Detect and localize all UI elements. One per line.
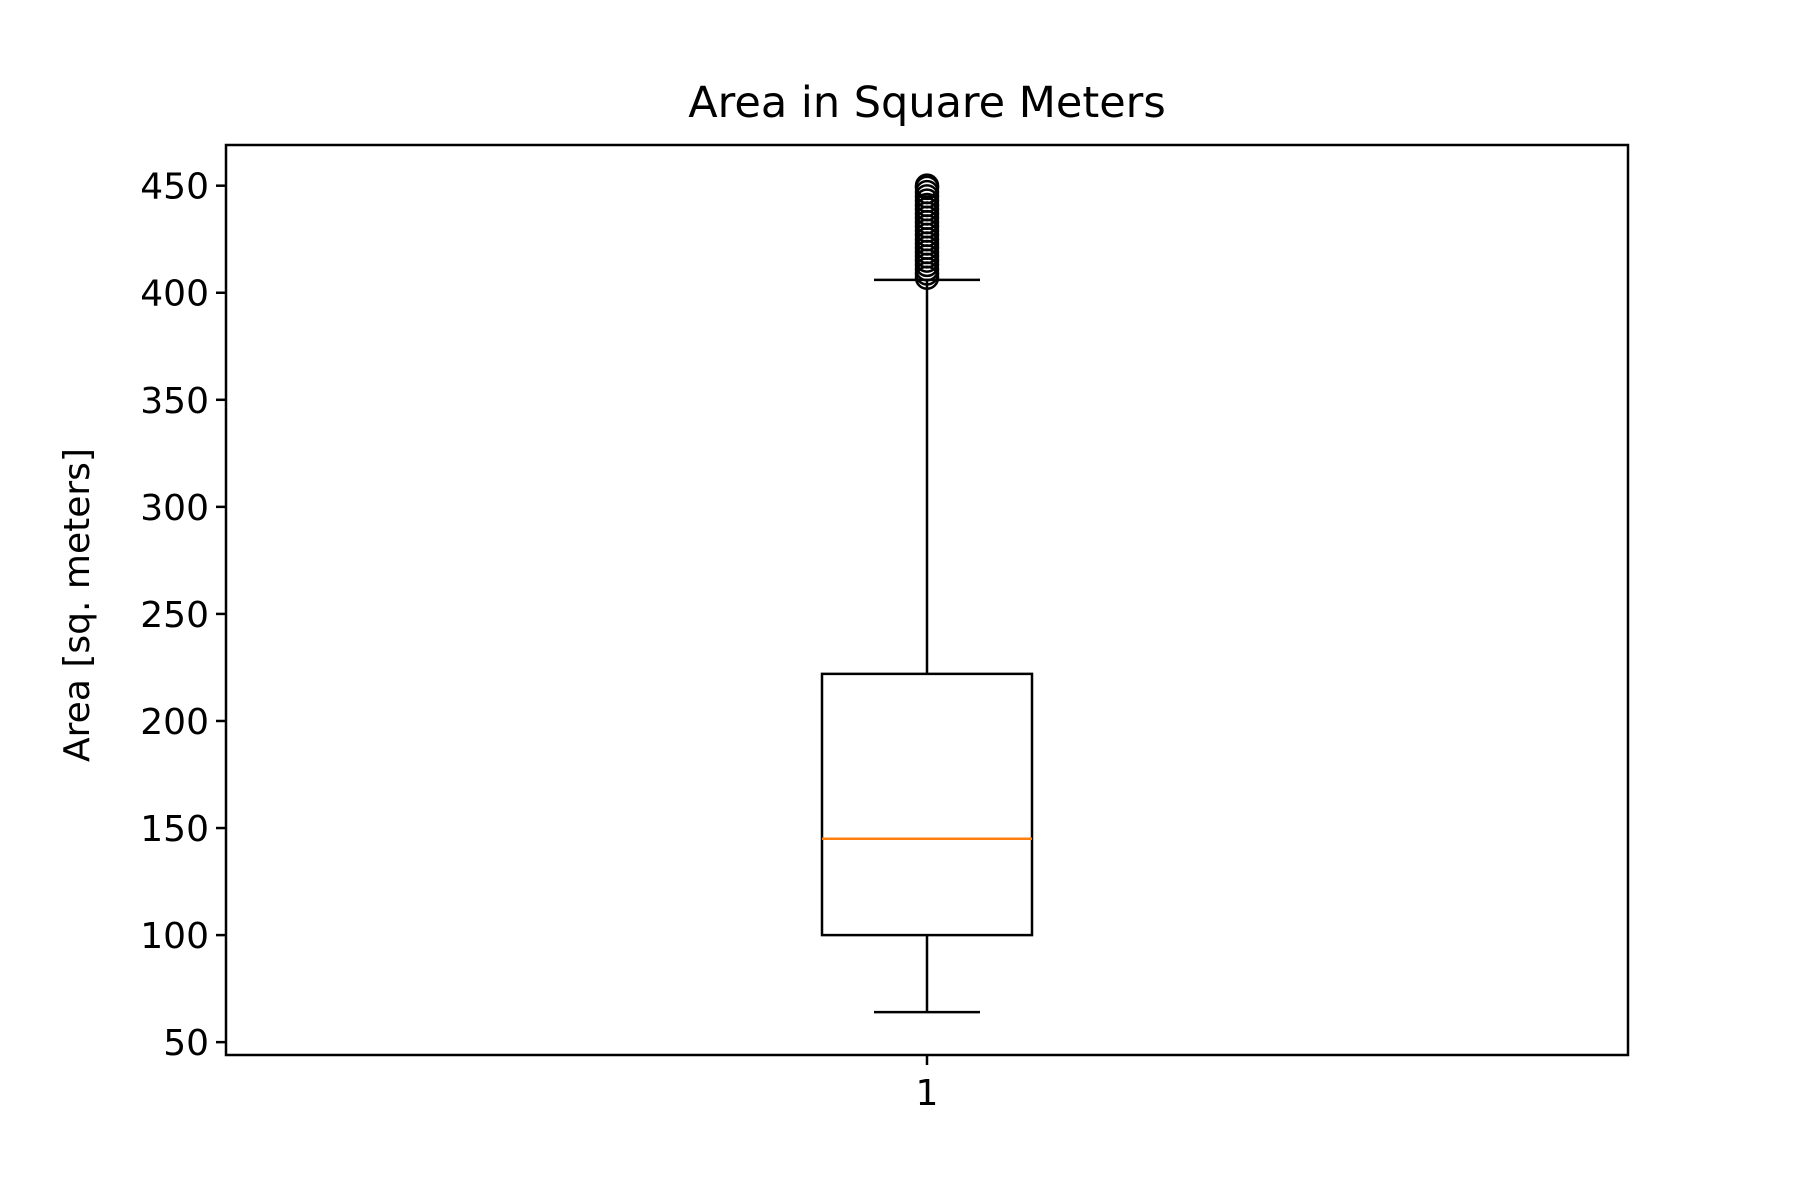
outlier-point-22 bbox=[914, 173, 940, 198]
y-tick-label-150: 150 bbox=[140, 809, 209, 850]
y-tick-label-200: 200 bbox=[140, 702, 209, 743]
y-tick-label-100: 100 bbox=[140, 916, 209, 957]
y-tick-label-400: 400 bbox=[140, 274, 209, 315]
y-tick-label-300: 300 bbox=[140, 488, 209, 529]
y-tick-label-250: 250 bbox=[140, 595, 209, 636]
plot-area: 50 100 150 200 250 300 350 400 450 1 bbox=[140, 167, 1034, 1114]
y-tick-label-50: 50 bbox=[163, 1023, 209, 1064]
iqr-box bbox=[820, 672, 1034, 937]
chart-title: Area in Square Meters bbox=[688, 78, 1166, 128]
y-tick-label-450: 450 bbox=[140, 167, 209, 208]
y-axis-label: Area [sq. meters] bbox=[57, 448, 98, 762]
x-tick-label-1: 1 bbox=[916, 1073, 939, 1114]
y-tick-label-350: 350 bbox=[140, 381, 209, 422]
plot-frame bbox=[224, 143, 1630, 1057]
